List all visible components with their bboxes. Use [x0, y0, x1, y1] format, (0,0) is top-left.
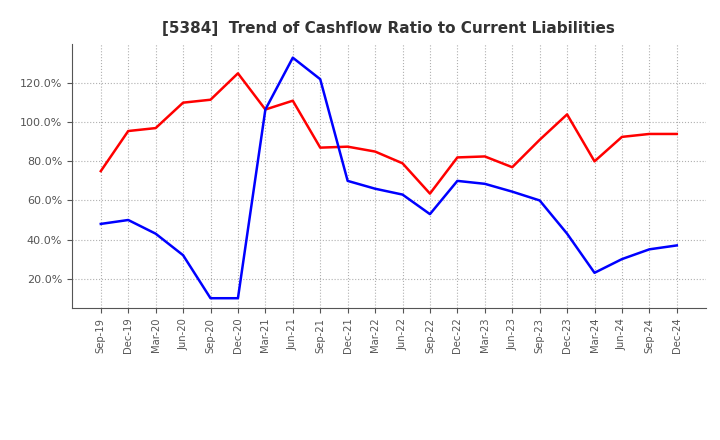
Free CF to Current Liabilities	[261, 107, 270, 112]
Operating CF to Current Liabilities	[453, 155, 462, 160]
Operating CF to Current Liabilities	[480, 154, 489, 159]
Operating CF to Current Liabilities	[508, 165, 516, 170]
Operating CF to Current Liabilities	[96, 169, 105, 174]
Free CF to Current Liabilities	[672, 243, 681, 248]
Operating CF to Current Liabilities	[371, 149, 379, 154]
Operating CF to Current Liabilities	[124, 128, 132, 134]
Free CF to Current Liabilities	[233, 296, 242, 301]
Free CF to Current Liabilities	[480, 181, 489, 187]
Operating CF to Current Liabilities	[179, 100, 187, 105]
Free CF to Current Liabilities	[316, 77, 325, 82]
Operating CF to Current Liabilities	[316, 145, 325, 150]
Operating CF to Current Liabilities	[261, 107, 270, 112]
Operating CF to Current Liabilities	[206, 97, 215, 103]
Free CF to Current Liabilities	[590, 270, 599, 275]
Free CF to Current Liabilities	[206, 296, 215, 301]
Operating CF to Current Liabilities	[426, 191, 434, 196]
Operating CF to Current Liabilities	[563, 112, 572, 117]
Free CF to Current Liabilities	[124, 217, 132, 223]
Operating CF to Current Liabilities	[151, 125, 160, 131]
Free CF to Current Liabilities	[426, 212, 434, 217]
Operating CF to Current Liabilities	[672, 131, 681, 136]
Free CF to Current Liabilities	[371, 186, 379, 191]
Free CF to Current Liabilities	[618, 257, 626, 262]
Free CF to Current Liabilities	[96, 221, 105, 227]
Free CF to Current Liabilities	[151, 231, 160, 236]
Free CF to Current Liabilities	[398, 192, 407, 197]
Operating CF to Current Liabilities	[398, 161, 407, 166]
Operating CF to Current Liabilities	[233, 71, 242, 76]
Free CF to Current Liabilities	[343, 178, 352, 183]
Free CF to Current Liabilities	[508, 189, 516, 194]
Operating CF to Current Liabilities	[618, 134, 626, 139]
Free CF to Current Liabilities	[645, 247, 654, 252]
Operating CF to Current Liabilities	[536, 137, 544, 143]
Free CF to Current Liabilities	[536, 198, 544, 203]
Title: [5384]  Trend of Cashflow Ratio to Current Liabilities: [5384] Trend of Cashflow Ratio to Curren…	[163, 21, 615, 36]
Operating CF to Current Liabilities	[343, 144, 352, 149]
Free CF to Current Liabilities	[289, 55, 297, 60]
Line: Free CF to Current Liabilities: Free CF to Current Liabilities	[101, 58, 677, 298]
Free CF to Current Liabilities	[563, 231, 572, 236]
Operating CF to Current Liabilities	[590, 159, 599, 164]
Line: Operating CF to Current Liabilities: Operating CF to Current Liabilities	[101, 73, 677, 194]
Free CF to Current Liabilities	[453, 178, 462, 183]
Free CF to Current Liabilities	[179, 253, 187, 258]
Operating CF to Current Liabilities	[289, 98, 297, 103]
Operating CF to Current Liabilities	[645, 131, 654, 136]
